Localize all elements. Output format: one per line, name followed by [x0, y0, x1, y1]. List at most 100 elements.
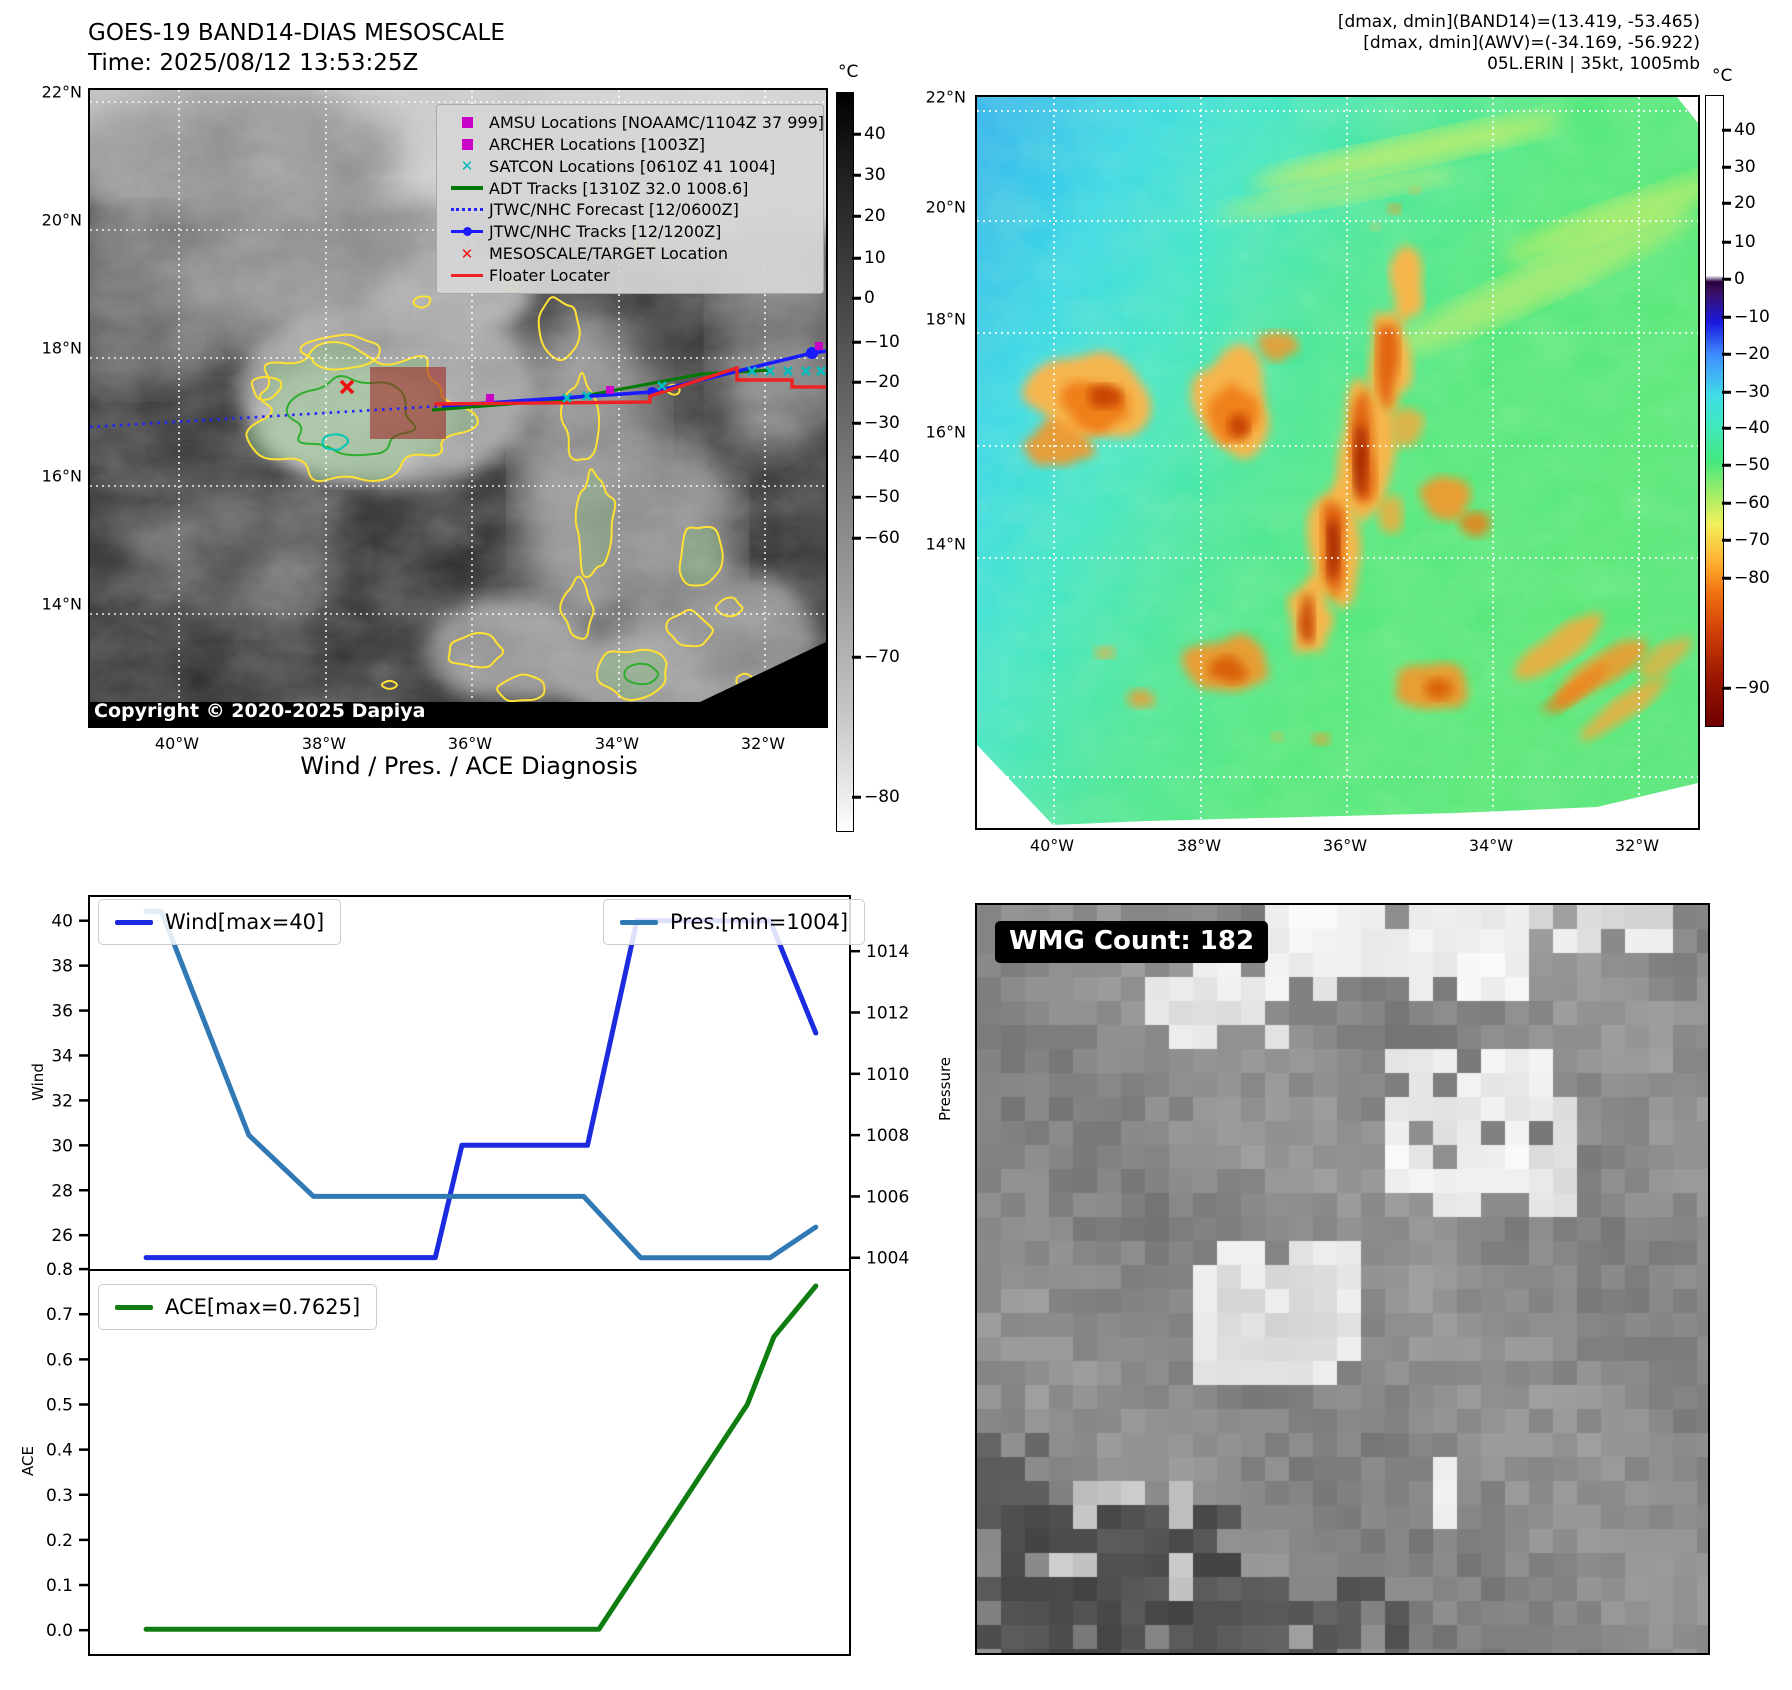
jtwc-track — [441, 349, 827, 408]
y-tick-label: 34 — [51, 1046, 73, 1066]
y2-tick-label: 1004 — [866, 1249, 909, 1269]
lon-label: 32°W — [740, 734, 786, 753]
legend-item-label: JTWC/NHC Forecast [12/0600Z] — [489, 200, 739, 220]
colorbar-tick-label: 30 — [864, 165, 886, 185]
convection-blob — [1093, 645, 1116, 659]
satcon-x-marker — [582, 391, 592, 401]
copyright-text: Copyright © 2020-2025 Dapiya — [94, 700, 426, 722]
colorbar-tick-mark — [1722, 390, 1731, 394]
satcon-x-marker — [801, 366, 811, 376]
convection-blob — [1390, 407, 1425, 449]
series-Pres.[min=1004] — [143, 908, 819, 1261]
legend-item-label: ADT Tracks [1310Z 32.0 1008.6] — [489, 178, 749, 198]
x-icon: ✕ — [460, 157, 474, 176]
colorbar-tick-label: 20 — [864, 206, 886, 226]
awv-image — [977, 97, 1730, 828]
y2-tick-label: 1014 — [866, 942, 909, 962]
satellite-legend: AMSU Locations [NOAAMC/1104Z 37 999] ARCH… — [436, 104, 824, 294]
colorbar-tick-label: −90 — [1734, 678, 1770, 698]
legend-item: AMSU Locations [NOAAMC/1104Z 37 999] — [445, 112, 824, 133]
colorbar-tick-mark — [1722, 165, 1731, 169]
lon-label: 34°W — [594, 734, 640, 753]
colorbar-tick-label: −10 — [864, 332, 900, 352]
wind-legend-swatch — [115, 919, 153, 925]
legend-item: ADT Tracks [1310Z 32.0 1008.6] — [445, 178, 813, 199]
colorbar-tick-mark — [1722, 426, 1731, 430]
legend-item: Floater Locater — [445, 265, 813, 286]
satellite-title: GOES-19 BAND14-DIAS MESOSCALE Time: 2025… — [88, 18, 505, 78]
legend-item: ARCHER Locations [1003Z] — [445, 134, 813, 155]
colorbar-tick-mark — [1722, 240, 1731, 244]
ir-contour — [574, 468, 617, 579]
ace-legend: ACE[max=0.7625] — [98, 1284, 378, 1330]
y-tick-label: 38 — [51, 957, 73, 977]
colorbar-tick-mark — [852, 340, 861, 344]
convection-blob — [1514, 612, 1603, 680]
colorbar-tick-mark — [1722, 277, 1731, 281]
convection-blob — [1326, 519, 1340, 581]
line-icon — [445, 186, 489, 190]
satcon-x-marker — [747, 366, 757, 376]
jtwc-forecast-track — [89, 404, 443, 429]
header-annotations: [dmax, dmin](BAND14)=(13.419, -53.465) [… — [1100, 12, 1700, 75]
convection-blob — [1271, 732, 1284, 742]
colorbar-tick-label: −70 — [1734, 530, 1770, 550]
y-tick-label: 0.2 — [46, 1531, 73, 1551]
y2-tick-label: 1008 — [866, 1126, 909, 1146]
convection-blob — [1579, 675, 1672, 741]
colorbar-tick-mark — [1722, 576, 1731, 580]
colorbar-tick-label: −70 — [864, 647, 900, 667]
satcon-x-marker — [657, 381, 667, 391]
dmax-dmin-band14: [dmax, dmin](BAND14)=(13.419, -53.465) — [1337, 12, 1700, 32]
y-tick-label: 30 — [51, 1136, 73, 1156]
ir-contour — [559, 575, 595, 640]
dmax-dmin-awv: [dmax, dmin](AWV)=(-34.169, -56.922) — [1363, 33, 1700, 53]
colorbar-tick-label: 0 — [864, 288, 875, 308]
legend-item-label: JTWC/NHC Tracks [12/1200Z] — [489, 222, 722, 242]
y2-tick-label: 1010 — [866, 1065, 909, 1085]
swath-edge — [1677, 97, 1698, 123]
convection-blob — [1023, 418, 1095, 466]
satellite-colorbar-unit: °C — [838, 62, 859, 82]
colorbar-tick-label: −40 — [864, 447, 900, 467]
colorbar-tick-mark — [852, 256, 861, 260]
lat-label: 16°N — [925, 422, 966, 442]
diagnosis-title: Wind / Pres. / ACE Diagnosis — [300, 752, 638, 780]
convection-blob — [1227, 411, 1250, 442]
convection-blob — [1409, 186, 1421, 195]
dotted-icon — [445, 208, 489, 212]
wind-axis-label: Wind — [29, 1063, 47, 1101]
colorbar-tick-label: 30 — [1734, 157, 1756, 177]
lon-label: 38°W — [1176, 836, 1222, 855]
ir-contour — [623, 662, 660, 686]
convection-blob — [1208, 655, 1248, 684]
awv-colorbar — [1705, 95, 1724, 727]
colorbar-tick-mark — [852, 655, 861, 659]
ir-contour — [537, 296, 581, 362]
y-tick-label: 0.8 — [46, 1260, 73, 1280]
colorbar-tick-mark — [852, 536, 861, 540]
colorbar-tick-mark — [852, 455, 861, 459]
colorbar-tick-label: −60 — [1734, 493, 1770, 513]
ace-legend-swatch — [115, 1304, 153, 1310]
amsu-square-marker — [606, 386, 614, 394]
colorbar-tick-mark — [852, 132, 861, 136]
ir-contour — [412, 295, 432, 309]
wind-legend-label: Wind[max=40] — [165, 910, 325, 934]
colorbar-tick-mark — [1722, 463, 1731, 467]
legend-item: JTWC/NHC Forecast [12/0600Z] — [445, 199, 813, 220]
lat-label: 22°N — [925, 87, 966, 107]
convection-blob — [1457, 511, 1491, 538]
swath-edge — [700, 642, 826, 702]
y-tick-label: 0.6 — [46, 1350, 73, 1370]
series-ACE[max=0.7625] — [143, 1283, 819, 1632]
satcon-x-marker — [783, 366, 793, 376]
ir-contour — [380, 679, 398, 690]
convection-blob — [1370, 223, 1381, 231]
y-tick-label: 0.5 — [46, 1396, 73, 1416]
y-tick-label: 0.7 — [46, 1305, 73, 1325]
y-tick-label: 0.4 — [46, 1441, 73, 1461]
convection-blob — [1311, 732, 1331, 746]
colorbar-tick-mark — [1722, 686, 1731, 690]
